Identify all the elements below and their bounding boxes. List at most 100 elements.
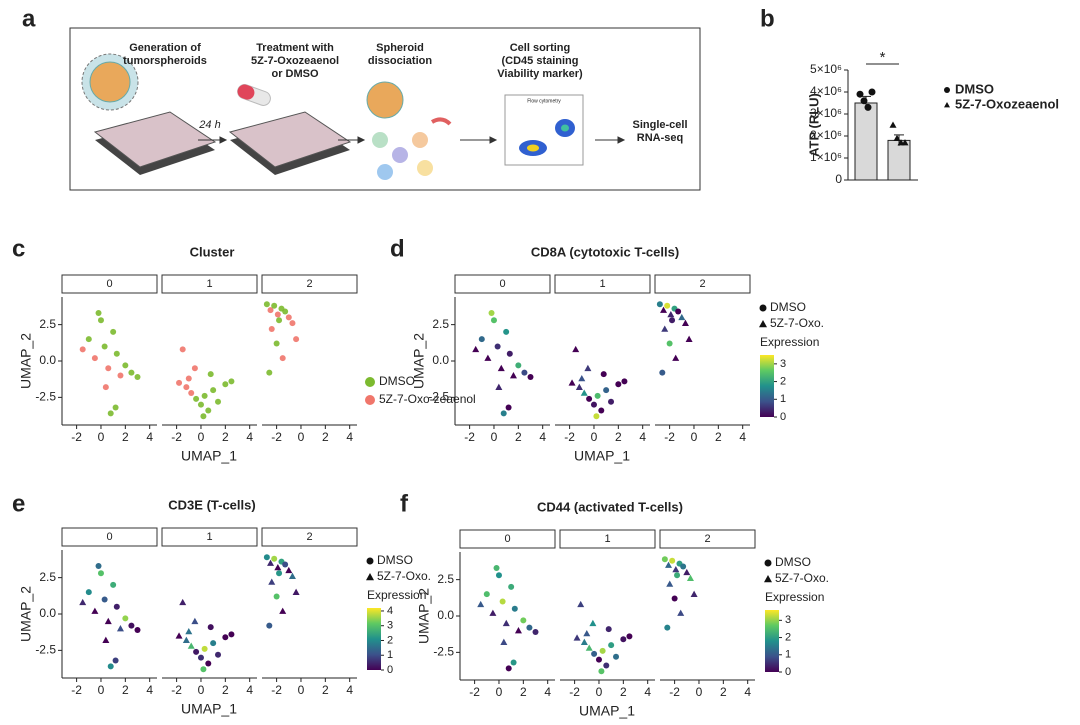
cell-point [584, 364, 592, 372]
cell-point [193, 395, 200, 402]
cell-point [205, 407, 212, 414]
pill-half [237, 84, 255, 100]
replicate-point [864, 103, 872, 111]
cell-point [176, 379, 183, 386]
cell-point [110, 581, 117, 588]
cell-point [282, 561, 289, 568]
cell-point [104, 617, 112, 625]
cell-point [175, 632, 183, 639]
cell-point [276, 317, 283, 324]
cell-point [665, 561, 673, 568]
cell-point [285, 566, 293, 574]
cell-point [527, 374, 534, 380]
cell-point [667, 310, 675, 318]
cell-point [179, 346, 186, 353]
x-axis-label: UMAP_1 [574, 448, 630, 464]
x-tick-label: 4 [644, 685, 651, 699]
legend-label: 5Z-7-Oxozeaenol [955, 96, 1059, 111]
x-tick-label: 0 [491, 430, 498, 444]
cell-point [500, 410, 507, 417]
significance-label: * [880, 49, 886, 66]
cell-point [263, 301, 270, 308]
cell-point [279, 355, 286, 362]
facet-label: 1 [604, 533, 610, 545]
step-label: tumorspheroids [123, 55, 207, 67]
chart-title: CD3E (T-cells) [168, 497, 255, 512]
cell-point [495, 383, 503, 390]
colorbar-title: Expression [765, 590, 824, 604]
cell [372, 132, 388, 148]
cell-point [626, 633, 633, 640]
colorbar-tick-label: 0 [785, 666, 791, 678]
cell-point [271, 555, 278, 562]
colorbar-title: Expression [367, 588, 426, 602]
colorbar-tick-label: 1 [785, 649, 791, 661]
facet-header [161, 274, 258, 294]
cell-point [478, 336, 485, 343]
cell-point [505, 404, 512, 411]
cell-point [97, 317, 104, 324]
replicate-point [889, 121, 897, 128]
cell-point [680, 563, 687, 570]
plate-top [93, 111, 217, 168]
cell-point [666, 580, 674, 587]
cell-point [85, 336, 92, 343]
cell-point [91, 355, 98, 362]
cell-point [511, 605, 518, 612]
legend-marker [944, 87, 950, 93]
cell-point [107, 410, 114, 417]
legend-label: DMSO [775, 555, 811, 569]
x-axis-label: UMAP_1 [181, 448, 237, 464]
x-tick-label: 0 [198, 430, 205, 444]
cell-point [267, 559, 275, 566]
cell-point [101, 343, 108, 350]
cell-point [608, 642, 615, 649]
cell-point [583, 629, 591, 637]
cell-point [188, 390, 195, 396]
cell-point [477, 600, 485, 608]
cell-point [493, 565, 500, 571]
y-tick-label: 0.0 [437, 608, 454, 622]
replicate-point [860, 97, 868, 105]
legend-marker [764, 575, 772, 583]
cell-point [664, 302, 671, 309]
replicate-point [893, 134, 901, 141]
cell-point [134, 374, 141, 380]
x-tick-label: 0 [691, 430, 698, 444]
x-tick-label: 0 [298, 430, 305, 444]
cell-point [279, 607, 287, 614]
cell-point [102, 384, 109, 391]
y-axis-label: UMAP_2 [18, 333, 34, 389]
y-axis-label: UMAP_2 [416, 588, 432, 644]
cell-point [505, 665, 512, 672]
x-tick-label: 4 [246, 430, 253, 444]
y-tick-label: 5×10⁶ [810, 62, 842, 76]
flow-population-core [561, 124, 569, 132]
legend-marker [366, 573, 374, 581]
y-tick-label: 0.0 [39, 353, 56, 367]
step-label: dissociation [368, 55, 432, 67]
cell-point [183, 384, 190, 391]
chart-title: Cluster [190, 244, 235, 259]
cell-point [672, 354, 680, 361]
cell [430, 117, 452, 126]
cell-point [122, 615, 129, 622]
cell-point [128, 369, 135, 376]
colorbar-tick-label: 0 [387, 664, 393, 676]
cell-point [191, 365, 198, 372]
x-tick-label: 4 [739, 430, 746, 444]
facet-label: 1 [206, 278, 212, 290]
facet-header [61, 274, 158, 294]
facet-header [261, 274, 358, 294]
cell-point [197, 654, 204, 661]
facet-label: 2 [306, 278, 312, 290]
colorbar-tick-label: 4 [387, 605, 393, 617]
cell-point [678, 313, 686, 321]
x-tick-label: 0 [596, 685, 603, 699]
cell-point [661, 325, 669, 332]
x-tick-label: 2 [322, 683, 329, 697]
x-tick-label: 4 [539, 430, 546, 444]
x-tick-label: 2 [615, 430, 622, 444]
cell-point [598, 668, 605, 675]
